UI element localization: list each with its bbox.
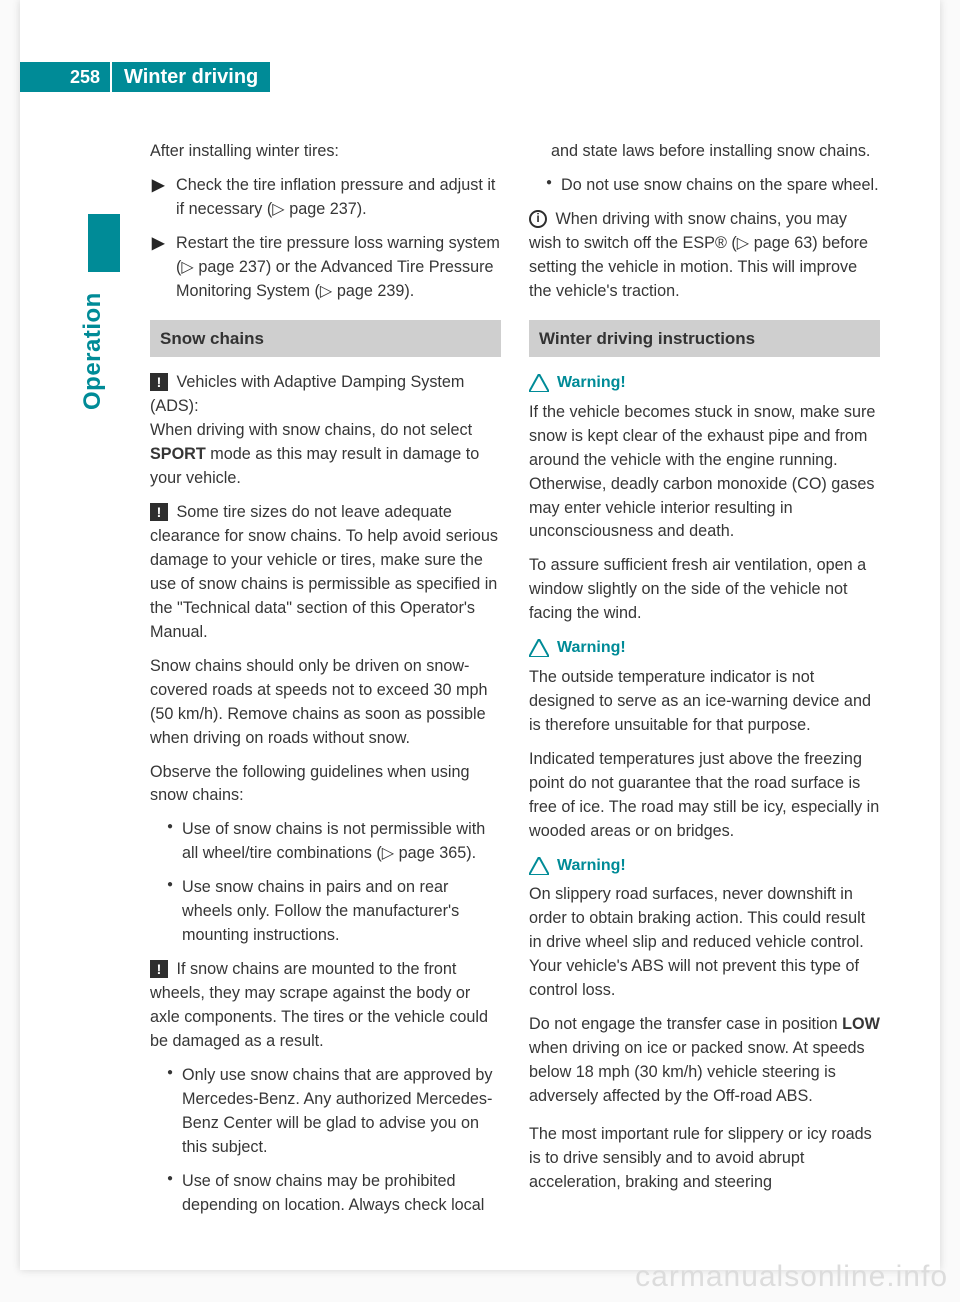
body-bold: LOW — [842, 1015, 880, 1033]
content-area: After installing winter tires: ▶ Check t… — [150, 140, 880, 1228]
side-tab — [88, 214, 120, 272]
body-text: The most important rule for slippery or … — [529, 1123, 880, 1195]
column-right: and state laws before installing snow ch… — [529, 140, 880, 1228]
body-text: Snow chains should only be driven on sno… — [150, 655, 501, 751]
body-text: Observe the following guidelines when us… — [150, 761, 501, 809]
notice-block: ! Vehicles with Adaptive Damping System … — [150, 371, 501, 491]
warning-label: Warning! — [557, 636, 626, 660]
body-text: and state laws before installing snow ch… — [551, 140, 880, 164]
body-text: If snow chains are mounted to the front … — [150, 960, 488, 1050]
body-text: The outside temperature indicator is not… — [529, 666, 880, 738]
warning-header: Warning! — [529, 371, 880, 395]
body-text: Check the tire inflation pressure and ad… — [176, 174, 501, 222]
manual-page: 258 Winter driving Operation After insta… — [20, 0, 940, 1270]
body-text: After installing winter tires: — [150, 140, 501, 164]
notice-block: ! If snow chains are mounted to the fron… — [150, 958, 501, 1054]
list-item: ● Use snow chains in pairs and on rear w… — [150, 876, 501, 948]
warning-triangle-icon — [529, 639, 549, 657]
notice-block: ! Some tire sizes do not leave adequate … — [150, 501, 501, 645]
body-text: When driving with snow chains, you may w… — [529, 210, 868, 300]
body-text: Only use snow chains that are approved b… — [182, 1064, 501, 1160]
body-text: To assure sufficient fresh air ventilati… — [529, 554, 880, 626]
info-block: i When driving with snow chains, you may… — [529, 208, 880, 304]
side-chapter-label: Operation — [79, 292, 107, 410]
body-text: Restart the tire pressure loss warning s… — [176, 232, 501, 304]
body-text: Vehicles with Adaptive Damping System (A… — [150, 373, 464, 415]
body-text: If the vehicle becomes stuck in snow, ma… — [529, 401, 880, 545]
body-text: Use snow chains in pairs and on rear whe… — [182, 876, 501, 948]
list-item: ● Use of snow chains is not permissible … — [150, 818, 501, 866]
list-item: ● Do not use snow chains on the spare wh… — [529, 174, 880, 198]
warning-header: Warning! — [529, 854, 880, 878]
page-header: 258 Winter driving — [20, 62, 270, 92]
body-text: Use of snow chains may be prohibited dep… — [182, 1170, 501, 1218]
body-text: Use of snow chains is not permissible wi… — [182, 818, 501, 866]
body-text: When driving with snow chains, do not se… — [150, 421, 472, 439]
body-text: Do not engage the transfer case in posit… — [529, 1013, 880, 1109]
watermark: carmanualsonline.info — [635, 1260, 948, 1294]
notice-icon: ! — [150, 503, 168, 521]
warning-triangle-icon — [529, 857, 549, 875]
warning-label: Warning! — [557, 854, 626, 878]
list-item: ● Use of snow chains may be prohibited d… — [150, 1170, 501, 1218]
bullet-icon: ● — [166, 1170, 174, 1218]
page-number: 258 — [20, 62, 110, 92]
info-icon: i — [529, 210, 547, 228]
step-arrow-icon: ▶ — [152, 174, 168, 222]
body-text: Some tire sizes do not leave adequate cl… — [150, 503, 498, 641]
body-bold: SPORT — [150, 445, 206, 463]
notice-icon: ! — [150, 960, 168, 978]
list-item: ● Only use snow chains that are approved… — [150, 1064, 501, 1160]
bullet-icon: ● — [166, 876, 174, 948]
step-arrow-icon: ▶ — [152, 232, 168, 304]
warning-label: Warning! — [557, 371, 626, 395]
subsection-header: Snow chains — [150, 320, 501, 357]
body-text: Do not use snow chains on the spare whee… — [561, 174, 879, 198]
warning-header: Warning! — [529, 636, 880, 660]
bullet-icon: ● — [545, 174, 553, 198]
step-item: ▶ Restart the tire pressure loss warning… — [150, 232, 501, 304]
body-text: Indicated temperatures just above the fr… — [529, 748, 880, 844]
section-title: Winter driving — [110, 62, 270, 92]
bullet-icon: ● — [166, 1064, 174, 1160]
subsection-header: Winter driving instructions — [529, 320, 880, 357]
notice-icon: ! — [150, 373, 168, 391]
step-item: ▶ Check the tire inflation pressure and … — [150, 174, 501, 222]
column-left: After installing winter tires: ▶ Check t… — [150, 140, 501, 1228]
warning-triangle-icon — [529, 374, 549, 392]
bullet-icon: ● — [166, 818, 174, 866]
body-text: On slippery road surfaces, never downshi… — [529, 883, 880, 1003]
